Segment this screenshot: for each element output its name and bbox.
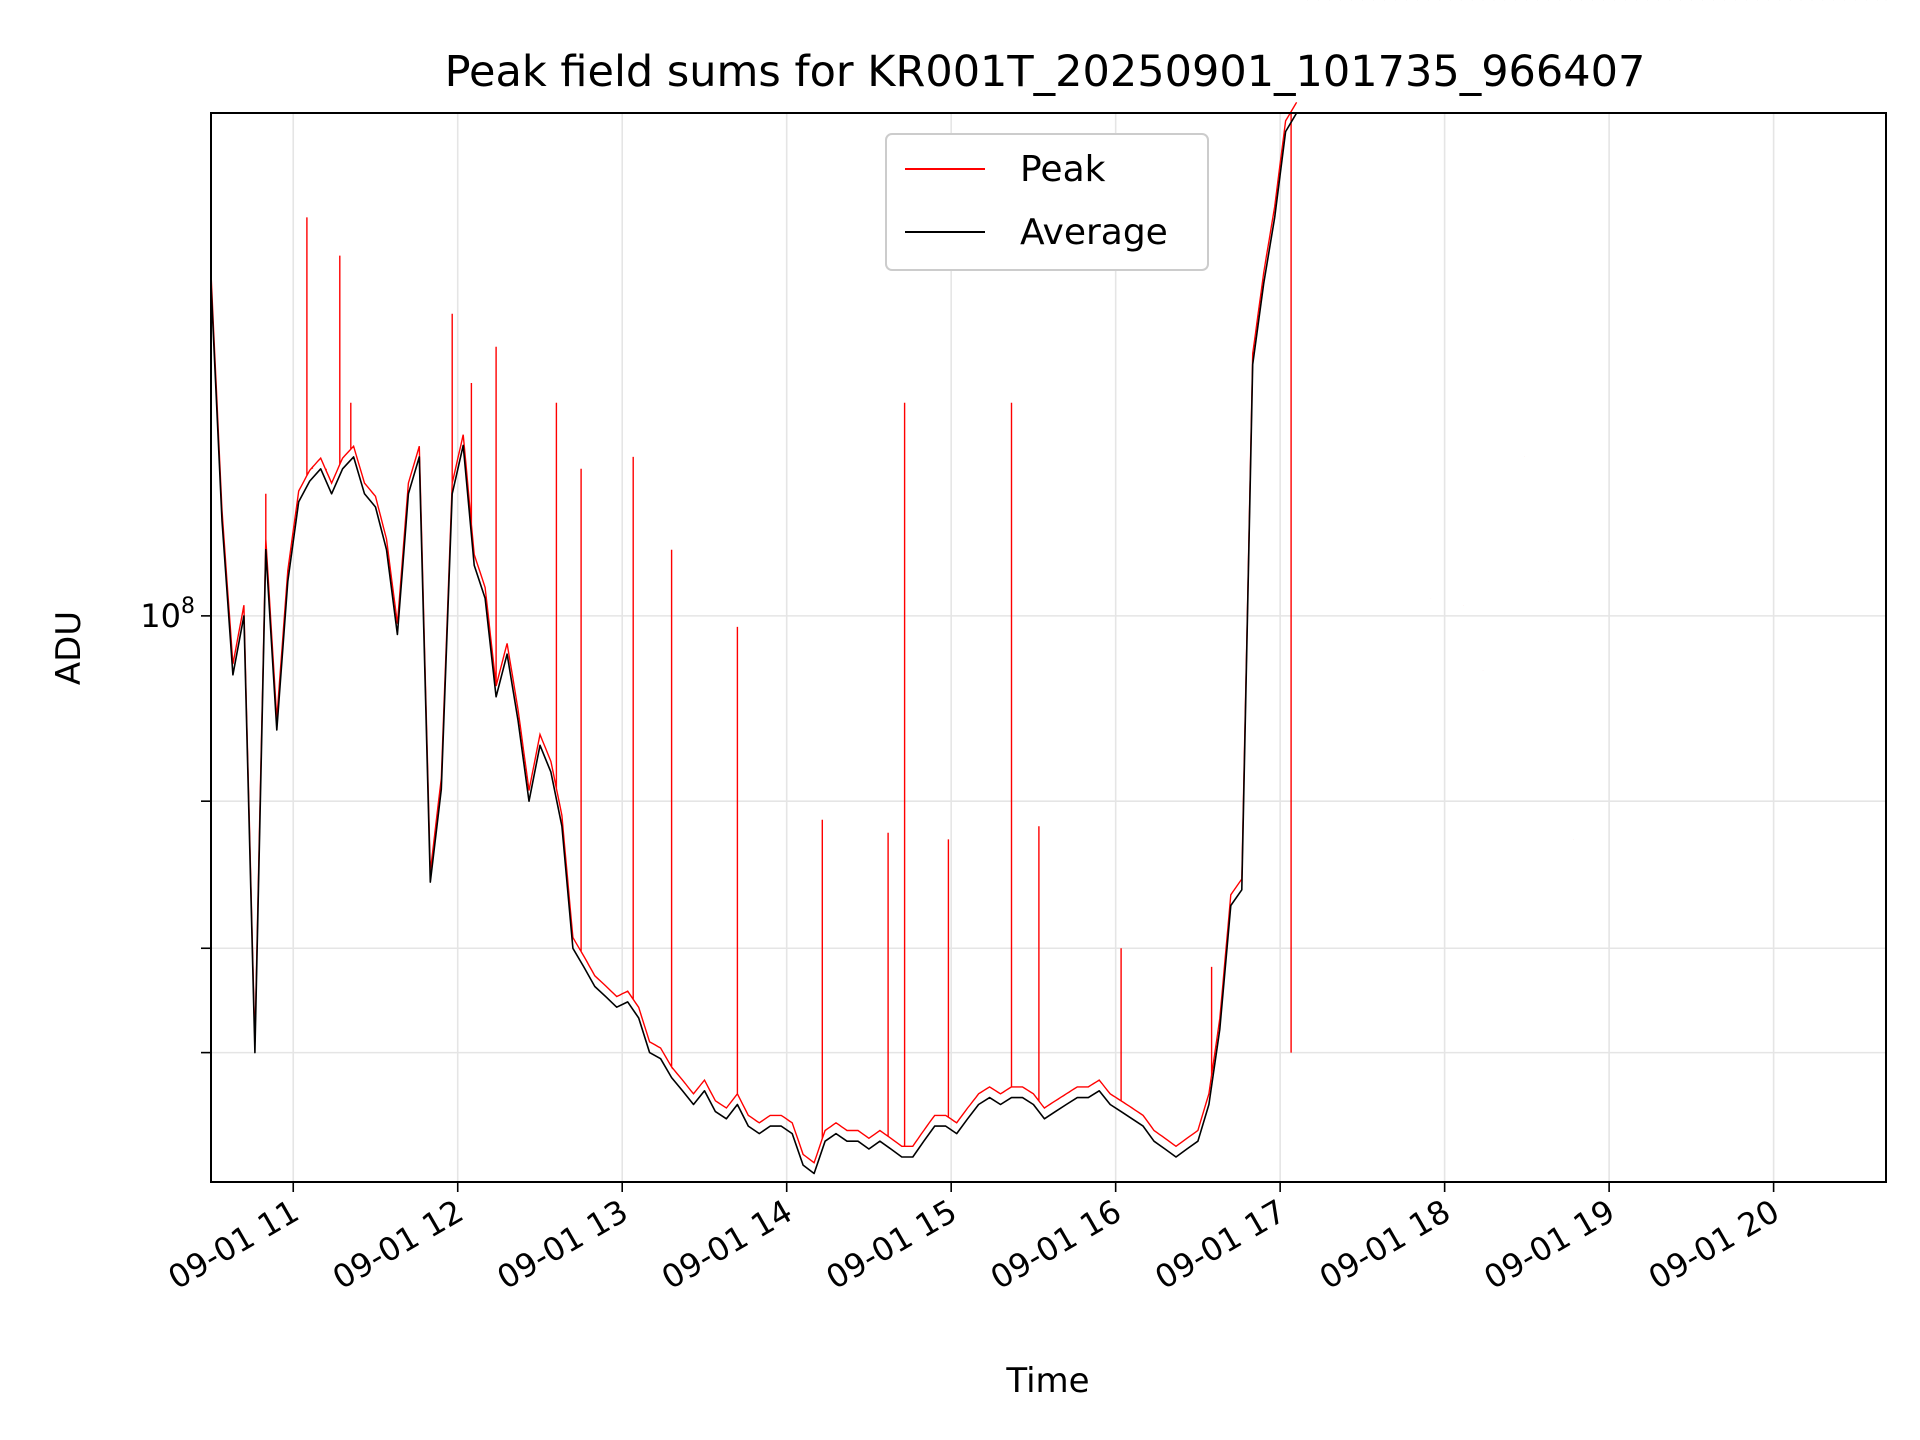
x-tick-label: 09-01 12	[326, 1192, 470, 1297]
x-axis: 09-01 11 09-01 12 09-01 13 09-01 14 09-01 15…	[162, 1182, 1786, 1297]
legend-peak-label: Peak	[1020, 149, 1106, 190]
y-tick-label: 108	[140, 594, 195, 635]
x-tick-label: 09-01 20	[1642, 1192, 1786, 1297]
x-tick-label: 09-01 13	[491, 1192, 635, 1297]
y-axis: 108	[140, 594, 211, 1054]
x-tick-label: 09-01 18	[1313, 1192, 1457, 1297]
grid	[211, 113, 1886, 1182]
legend-average-label: Average	[1020, 212, 1168, 253]
x-tick-label: 09-01 11	[162, 1192, 306, 1297]
x-axis-label: Time	[1005, 1361, 1089, 1401]
x-tick-label: 09-01 15	[820, 1192, 964, 1297]
plot-frame	[210, 112, 1887, 1183]
series-average-line	[210, 112, 1298, 1175]
legend: Peak Average	[885, 133, 1209, 271]
x-tick-label: 09-01 16	[984, 1192, 1128, 1297]
x-tick-label: 09-01 14	[655, 1192, 799, 1297]
x-tick-label: 09-01 17	[1149, 1192, 1293, 1297]
x-tick-label: 09-01 19	[1478, 1192, 1622, 1297]
series-peak-line	[210, 101, 1298, 1164]
chart-title: Peak field sums for KR001T_20250901_1017…	[445, 47, 1646, 97]
y-axis-label: ADU	[49, 611, 89, 685]
series-layer	[210, 0, 1887, 1175]
